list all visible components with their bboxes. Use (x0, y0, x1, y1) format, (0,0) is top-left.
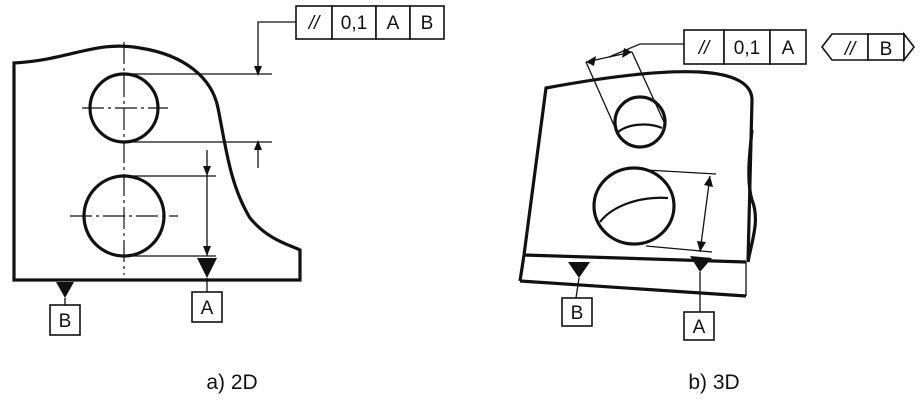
part-top-face-3d (522, 70, 754, 263)
svg-text:0,1: 0,1 (734, 38, 760, 59)
caption-3d: b) 3D (688, 371, 739, 394)
view-2d (12, 21, 302, 305)
datum-a-box-2d: A (191, 291, 223, 323)
tolerance-frame-2d: // 0,1 A B (295, 5, 445, 40)
upper-hole-3d (613, 95, 667, 149)
datum-b-box-3d: B (561, 297, 593, 327)
orientation-indicator-3d: // B (820, 31, 916, 63)
caption-2d: a) 2D (206, 371, 257, 394)
part-outline-2d (12, 44, 302, 282)
datum-b-triangle-3d (568, 262, 590, 278)
svg-text:A: A (201, 298, 214, 319)
tolerance-frame-3d: // 0,1 A (683, 29, 807, 65)
svg-text:A: A (693, 317, 706, 338)
svg-text://: // (697, 38, 711, 59)
svg-text://: // (843, 39, 857, 60)
datum-b-box-2d: B (49, 304, 81, 336)
svg-text:B: B (880, 39, 893, 60)
datum-b-triangle-2d (56, 282, 74, 298)
lower-hole-3d (592, 166, 676, 246)
parallelism-symbol: // (307, 13, 321, 34)
datum-a-triangle-2d (197, 258, 217, 278)
svg-text:B: B (59, 311, 72, 332)
datum-a-triangle-3d (690, 256, 712, 272)
datum-ref-1: A (387, 13, 400, 34)
datum-a-box-3d: A (683, 311, 715, 341)
svg-text:A: A (782, 38, 795, 59)
svg-text:B: B (571, 303, 584, 324)
datum-ref-2: B (421, 13, 434, 34)
tolerance-value: 0,1 (341, 13, 367, 34)
view-3d (518, 43, 758, 312)
